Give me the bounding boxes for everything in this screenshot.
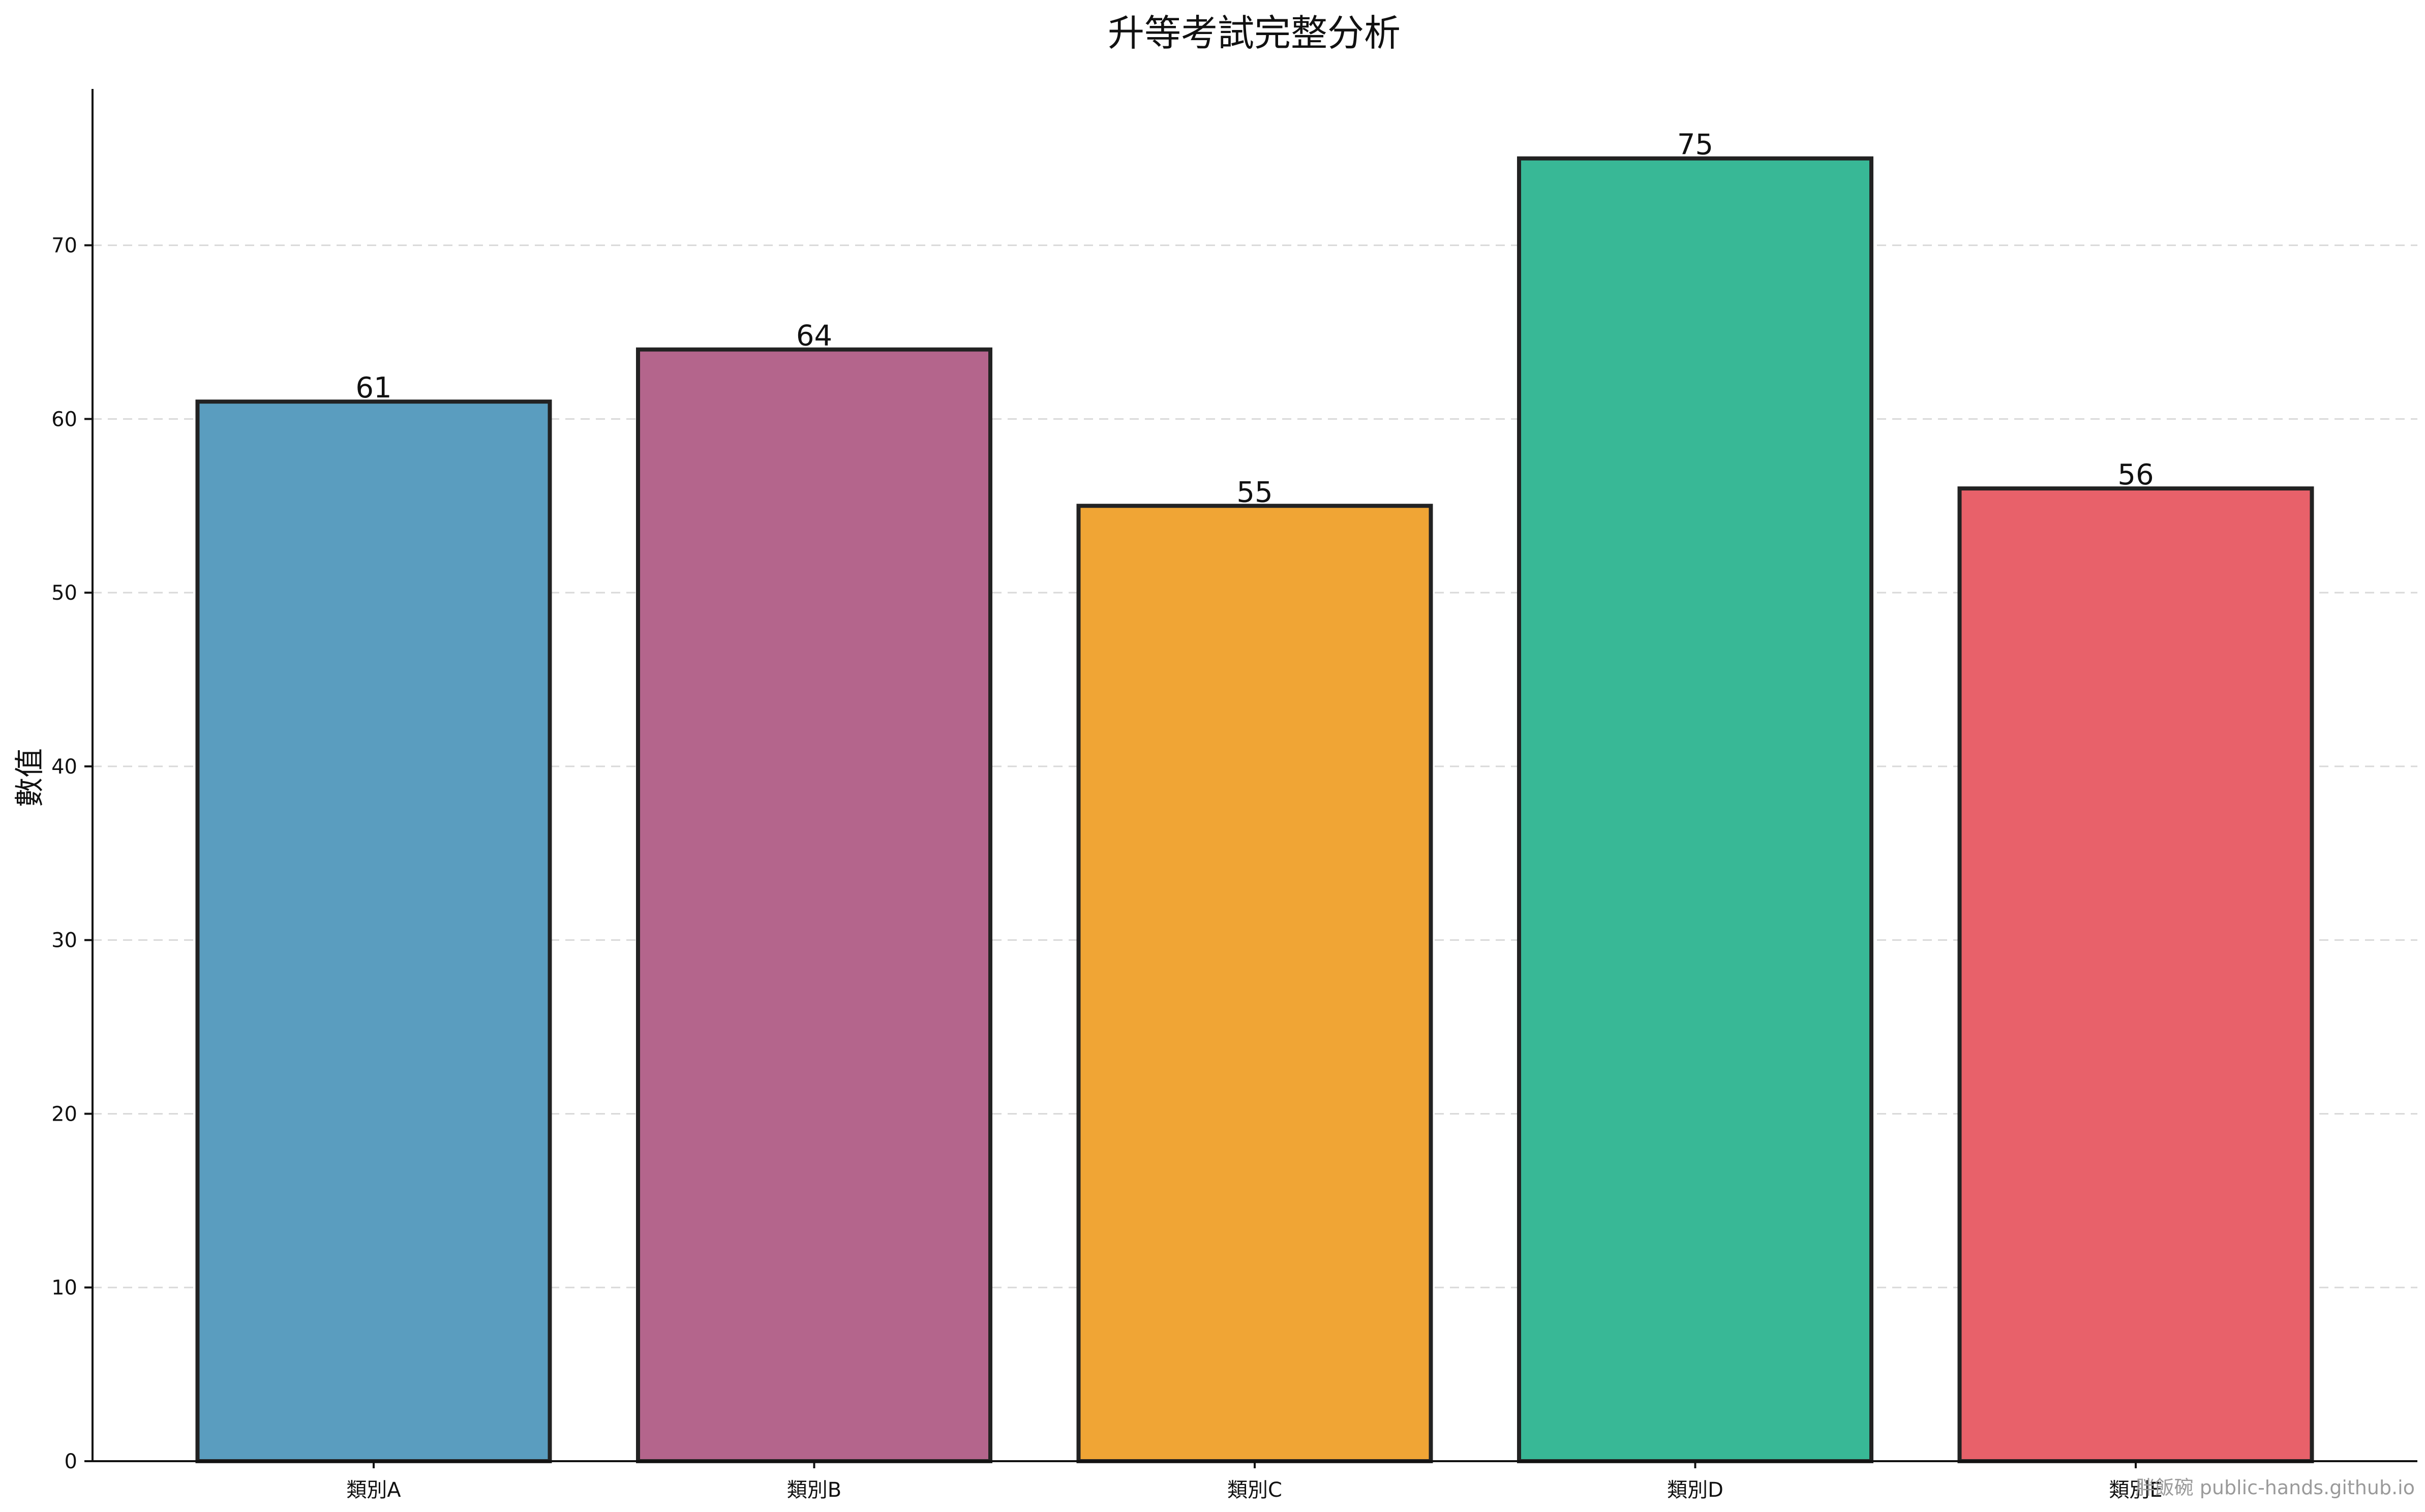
bar <box>195 399 552 1463</box>
bar <box>1957 486 2314 1463</box>
bar <box>1517 156 1873 1464</box>
y-tick-label: 60 <box>51 408 77 431</box>
chart-title: 升等考試完整分析 <box>1108 12 1401 54</box>
bar-value-label: 64 <box>796 320 832 353</box>
y-tick-label: 0 <box>65 1450 77 1473</box>
x-tick-label: 類別D <box>1667 1478 1723 1502</box>
x-tick-label: 類別E <box>2109 1478 2162 1502</box>
watermark: 胖飯碗 public-hands.github.io <box>2136 1476 2415 1499</box>
bar-value-label: 75 <box>1677 129 1713 162</box>
y-ticks: 0 10 20 30 40 50 60 70 <box>51 234 93 1473</box>
x-tick-label: 類別C <box>1227 1478 1282 1502</box>
x-tick-labels: 類別A 類別B 類別C 類別D 類別E <box>346 1461 2163 1502</box>
y-tick-label: 30 <box>51 929 77 952</box>
y-tick-label: 40 <box>51 755 77 779</box>
y-axis-label: 數值 <box>12 748 47 807</box>
bar-value-label: 61 <box>355 372 391 405</box>
bar <box>1076 504 1433 1463</box>
bars <box>195 156 2314 1464</box>
bar <box>636 347 992 1463</box>
bar-value-label: 56 <box>2117 458 2154 491</box>
x-tick-label: 類別B <box>787 1478 841 1502</box>
y-tick-label: 10 <box>51 1276 77 1300</box>
y-tick-label: 20 <box>51 1102 77 1126</box>
y-tick-label: 50 <box>51 581 77 605</box>
x-tick-label: 類別A <box>346 1478 401 1502</box>
bar-value-label: 55 <box>1236 476 1272 509</box>
value-labels: 61 64 55 75 56 <box>355 129 2154 509</box>
y-tick-label: 70 <box>51 234 77 258</box>
